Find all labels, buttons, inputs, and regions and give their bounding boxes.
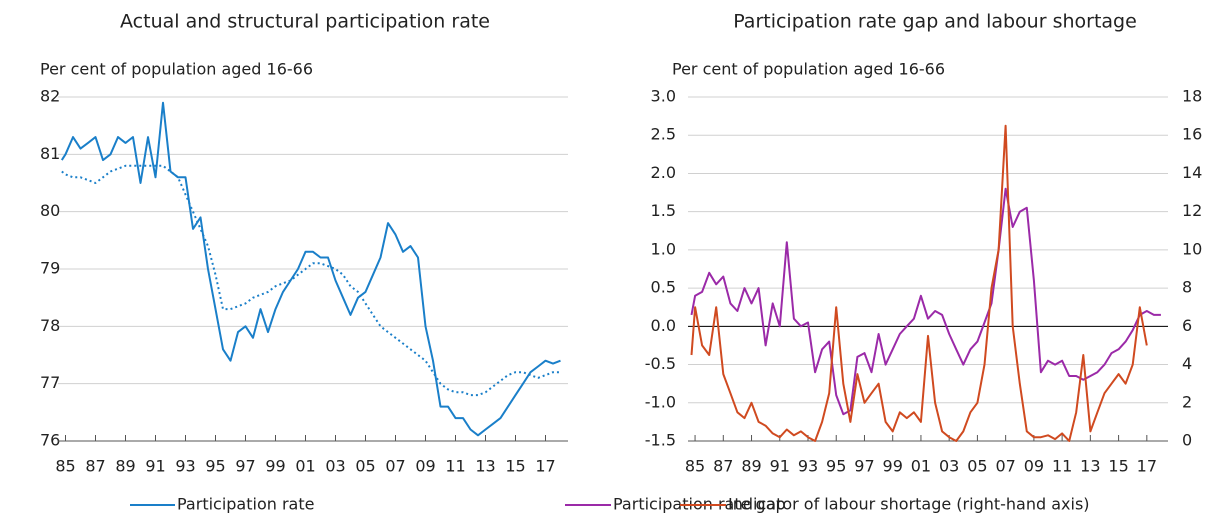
x-tick-label: 89 [741,457,761,476]
x-tick-label: 97 [235,457,255,476]
x-tick-label: 99 [883,457,903,476]
x-tick-label: 01 [295,457,315,476]
x-tick-label: 11 [445,457,465,476]
x-tick-label: 01 [911,457,931,476]
series-line [60,101,561,437]
x-tick-label: 05 [355,457,375,476]
x-tick-label: 17 [1137,457,1157,476]
y2-tick-label: 18 [1182,87,1202,106]
y2-tick-label: 0 [1182,431,1192,450]
x-tick-label: 07 [385,457,405,476]
y2-tick-label: 14 [1182,163,1202,182]
x-tick-label: 91 [145,457,165,476]
y-tick-label: 1.0 [651,239,676,258]
y-tick-label: 2.5 [651,125,676,144]
x-tick-label: 09 [415,457,435,476]
y-tick-label: 77 [40,373,60,392]
chart-title: Participation rate gap and labour shorta… [733,11,1137,33]
chart-title: Actual and structural participation rate [120,11,490,33]
x-tick-label: 15 [1108,457,1128,476]
y-tick-label: 3.0 [651,87,676,106]
x-tick-label: 97 [854,457,874,476]
y-tick-label: 81 [40,144,60,163]
x-tick-label: 15 [505,457,525,476]
y-tick-label: 1.5 [651,201,676,220]
y-tick-label: 82 [40,87,60,106]
x-tick-label: 07 [995,457,1015,476]
legend-label: Participation rate [177,495,314,514]
x-tick-label: 95 [826,457,846,476]
x-tick-label: 13 [475,457,495,476]
y-tick-label: 2.0 [651,163,676,182]
y-tick-label: 78 [40,316,60,335]
y-tick-label: 80 [40,201,60,220]
y-tick-label: 0.5 [651,278,676,297]
x-tick-label: 09 [1024,457,1044,476]
series-line [690,124,1148,442]
x-tick-label: 93 [175,457,195,476]
y-tick-label: 79 [40,259,60,278]
x-tick-label: 11 [1052,457,1072,476]
y-tick-label: -1.0 [645,392,676,411]
series-line [61,164,561,397]
y-tick-label: 76 [40,431,60,450]
x-tick-label: 93 [798,457,818,476]
y2-tick-label: 4 [1182,354,1192,373]
subtitle: Per cent of population aged 16-66 [40,60,313,79]
x-tick-label: 91 [770,457,790,476]
x-tick-label: 05 [967,457,987,476]
y-tick-label: -0.5 [645,354,676,373]
y2-tick-label: 16 [1182,125,1202,144]
legend-label: Indicator of labour shortage (right-hand… [728,495,1090,514]
x-tick-label: 85 [685,457,705,476]
series-line [690,187,1161,416]
x-tick-label: 87 [85,457,105,476]
y2-tick-label: 12 [1182,201,1202,220]
x-tick-label: 03 [325,457,345,476]
y2-tick-label: 8 [1182,278,1192,297]
subtitle: Per cent of population aged 16-66 [672,60,945,79]
x-tick-label: 03 [939,457,959,476]
x-tick-label: 17 [535,457,555,476]
y2-tick-label: 2 [1182,392,1192,411]
x-tick-label: 95 [205,457,225,476]
y-tick-label: 0.0 [651,316,676,335]
y2-tick-label: 10 [1182,239,1202,258]
y-tick-label: -1.5 [645,431,676,450]
x-tick-label: 89 [115,457,135,476]
y2-tick-label: 6 [1182,316,1192,335]
x-tick-label: 99 [265,457,285,476]
x-tick-label: 87 [713,457,733,476]
x-tick-label: 13 [1080,457,1100,476]
x-tick-label: 85 [55,457,75,476]
